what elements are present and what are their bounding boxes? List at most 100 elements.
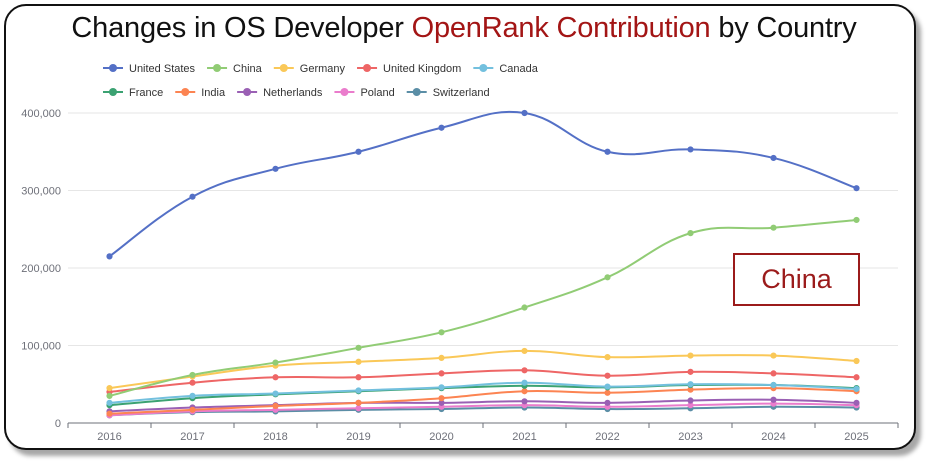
data-point-canada[interactable] [106,399,113,406]
data-point-china[interactable] [604,274,611,281]
data-point-india[interactable] [106,410,113,417]
data-point-united-kingdom[interactable] [355,374,362,381]
data-point-united-kingdom[interactable] [853,374,860,381]
legend-item-china[interactable]: China [207,63,263,75]
data-point-india[interactable] [604,389,611,396]
legend-item-united-kingdom[interactable]: United Kingdom [357,63,461,75]
x-tick-label: 2020 [429,431,453,443]
legend-item-switzerland[interactable]: Switzerland [406,87,490,99]
data-point-germany[interactable] [106,385,113,392]
legend-item-india[interactable]: India [175,87,226,99]
x-tick-label: 2021 [512,431,536,443]
data-point-canada[interactable] [770,381,777,389]
data-point-netherlands[interactable] [521,398,528,405]
title-prefix: Changes in OS Developer [71,12,412,44]
legend-marker-icon [363,64,372,72]
legend-label: Canada [499,63,538,75]
data-point-germany[interactable] [355,358,362,365]
data-point-united-states[interactable] [272,165,279,172]
series-line-united-states [108,110,857,258]
y-tick-label: 300,000 [21,186,61,198]
data-point-canada[interactable] [853,385,860,392]
data-point-china[interactable] [106,392,113,399]
data-point-germany[interactable] [770,352,777,359]
data-point-united-kingdom[interactable] [521,367,528,374]
title-highlight: OpenRank Contribution [411,12,711,44]
legend-marker-icon [279,64,288,72]
legend-label: Germany [300,63,346,75]
series-line-united-kingdom [109,369,857,393]
data-point-china[interactable] [189,371,196,379]
legend-marker-icon [213,64,222,72]
data-point-united-kingdom[interactable] [604,372,611,379]
series-line-netherlands [109,398,857,413]
legend-marker-icon [109,64,117,72]
data-point-china[interactable] [355,344,362,351]
legend-item-germany[interactable]: Germany [273,63,346,75]
data-point-india[interactable] [355,399,362,406]
data-point-united-kingdom[interactable] [272,374,279,381]
legend-item-france[interactable]: France [103,87,163,99]
series-china [106,216,860,399]
legend-label: India [201,87,226,99]
series-line-switzerland [109,405,857,417]
data-point-united-states[interactable] [770,154,777,162]
data-point-germany[interactable] [521,347,528,355]
data-point-canada[interactable] [604,383,611,390]
data-point-canada[interactable] [438,384,445,391]
data-point-india[interactable] [438,395,445,402]
data-point-united-states[interactable] [355,148,362,155]
legend-label: China [233,63,263,75]
data-point-poland[interactable] [355,405,362,412]
data-point-united-states[interactable] [853,185,860,192]
data-point-united-kingdom[interactable] [438,370,445,377]
data-point-canada[interactable] [272,390,279,397]
legend-label: United States [129,63,196,75]
data-point-united-states[interactable] [687,146,694,153]
y-tick-label: 200,000 [21,263,61,275]
legend-item-poland[interactable]: Poland [334,87,395,99]
legend[interactable]: United States China Germany United Kingdom C… [103,63,539,99]
data-point-germany[interactable] [438,354,445,361]
data-point-united-states[interactable] [521,109,528,117]
data-point-china[interactable] [853,216,860,224]
data-point-germany[interactable] [604,354,611,361]
data-point-canada[interactable] [521,379,528,386]
series-lines [106,109,860,419]
data-point-canada[interactable] [189,392,196,399]
data-point-united-states[interactable] [604,148,611,155]
data-point-india[interactable] [521,388,528,395]
data-point-china[interactable] [521,304,528,311]
data-point-germany[interactable] [687,352,694,359]
legend-marker-icon [412,88,421,96]
data-point-china[interactable] [770,224,777,231]
data-point-netherlands[interactable] [604,399,611,406]
x-tick-label: 2025 [844,431,868,443]
legend-marker-icon [181,88,190,96]
legend-label: France [129,87,163,99]
data-point-netherlands[interactable] [853,399,860,406]
data-point-united-kingdom[interactable] [770,370,777,377]
data-point-united-states[interactable] [438,124,445,131]
data-point-united-states[interactable] [106,253,113,260]
legend-item-united-states[interactable]: United States [103,63,196,75]
data-point-germany[interactable] [853,357,860,365]
data-point-united-kingdom[interactable] [687,368,694,375]
data-point-india[interactable] [272,402,279,410]
chart-frame [4,4,916,450]
data-point-china[interactable] [272,359,279,366]
data-point-netherlands[interactable] [687,397,694,404]
data-point-united-kingdom[interactable] [189,379,196,386]
x-tick-label: 2023 [678,431,702,443]
data-point-united-states[interactable] [189,193,196,200]
data-point-india[interactable] [189,406,196,413]
data-point-canada[interactable] [687,381,694,388]
data-point-china[interactable] [687,230,694,237]
data-point-canada[interactable] [355,387,362,394]
legend-item-canada[interactable]: Canada [473,63,539,75]
legend-item-netherlands[interactable]: Netherlands [237,87,323,99]
data-point-china[interactable] [438,329,445,336]
legend-label: United Kingdom [383,63,461,75]
data-point-netherlands[interactable] [770,396,777,403]
